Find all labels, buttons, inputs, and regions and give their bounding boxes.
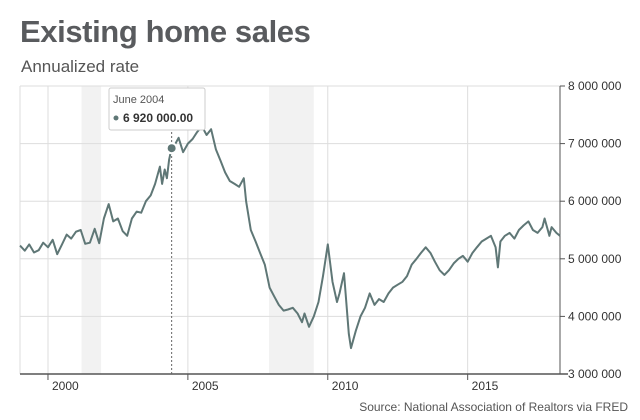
recession-band-1 bbox=[81, 86, 102, 374]
tooltip-box bbox=[108, 87, 206, 131]
y-tick-label-3: 5 000 000 bbox=[568, 252, 622, 266]
series-line-1 bbox=[19, 125, 561, 350]
y-tick-label-5: 7 000 000 bbox=[568, 137, 622, 151]
x-tick-label-3: 2010 bbox=[332, 379, 359, 393]
y-tick-label-6: 8 000 000 bbox=[568, 79, 622, 93]
y-tick-label-1: 3 000 000 bbox=[568, 367, 622, 381]
x-tick-label-4: 2015 bbox=[472, 379, 499, 393]
chart-title: Existing home sales bbox=[20, 14, 311, 49]
tooltip-value: 6 920 000.00 bbox=[123, 111, 193, 125]
tooltip-date: June 2004 bbox=[113, 94, 164, 106]
x-tick-label-2: 2005 bbox=[192, 379, 219, 393]
tooltip-bullet-icon bbox=[113, 115, 119, 121]
x-tick-label-1: 2000 bbox=[52, 379, 79, 393]
tooltip: June 2004 6 920 000.00 bbox=[108, 87, 206, 374]
axes: 2000 2005 2010 2015 3 000 000 4 000 000 5 000 … bbox=[20, 79, 622, 393]
y-tick-label-4: 6 000 000 bbox=[568, 194, 622, 208]
series-layer bbox=[19, 125, 561, 350]
recession-band-2 bbox=[269, 86, 314, 374]
recession-bands bbox=[81, 86, 314, 374]
chart-subtitle: Annualized rate bbox=[21, 57, 140, 76]
source-note: Source: National Association of Realtors… bbox=[359, 400, 628, 414]
y-tick-label-2: 4 000 000 bbox=[568, 309, 622, 323]
highlight-point[interactable] bbox=[165, 142, 178, 155]
